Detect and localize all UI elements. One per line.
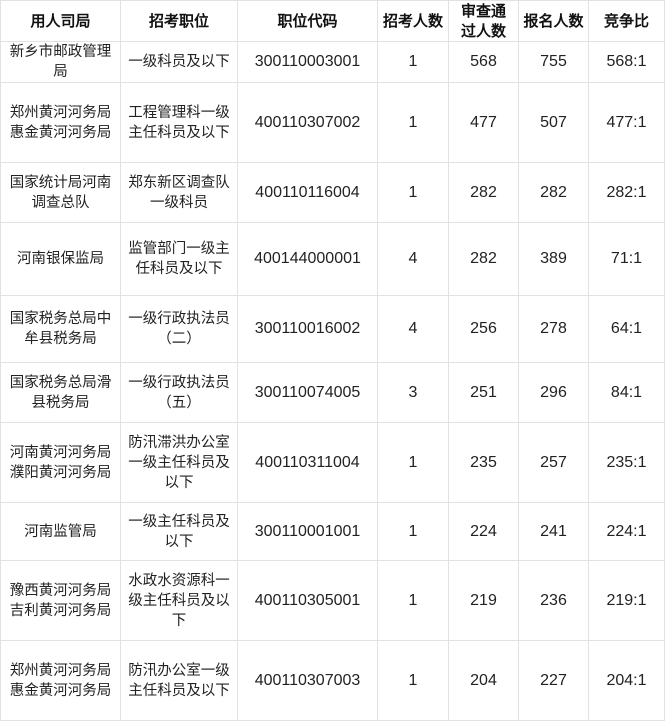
cell-applied: 257 [518, 422, 589, 503]
header-applied: 报名人数 [518, 0, 589, 42]
cell-code: 400110305001 [237, 560, 378, 641]
cell-quota: 1 [377, 560, 449, 641]
cell-position: 防汛办公室一级主任科员及以下 [120, 640, 238, 721]
cell-dept: 国家税务总局滑县税务局 [0, 362, 121, 423]
header-row: 用人司局 招考职位 职位代码 招考人数 审查通过人数 报名人数 竞争比 [0, 0, 665, 42]
cell-ratio: 235:1 [588, 422, 665, 503]
table-row: 河南银保监局 监管部门一级主任科员及以下 400144000001 4 282 389 71… [0, 222, 665, 296]
table-row: 国家税务总局滑县税务局 一级行政执法员（五） 300110074005 3 251 296… [0, 362, 665, 423]
cell-dept: 豫西黄河河务局吉利黄河河务局 [0, 560, 121, 641]
cell-ratio: 71:1 [588, 222, 665, 296]
cell-applied: 282 [518, 162, 589, 223]
cell-position: 郑东新区调查队一级科员 [120, 162, 238, 223]
cell-ratio: 224:1 [588, 502, 665, 561]
table-row: 国家税务总局中牟县税务局 一级行政执法员（二） 300110016002 4 256 27… [0, 295, 665, 363]
cell-dept: 郑州黄河河务局惠金黄河河务局 [0, 640, 121, 721]
cell-position: 一级主任科员及以下 [120, 502, 238, 561]
cell-dept: 国家统计局河南调查总队 [0, 162, 121, 223]
cell-position: 一级科员及以下 [120, 41, 238, 83]
cell-applied: 278 [518, 295, 589, 363]
cell-passed: 256 [448, 295, 519, 363]
cell-quota: 1 [377, 502, 449, 561]
cell-code: 300110074005 [237, 362, 378, 423]
cell-code: 300110016002 [237, 295, 378, 363]
cell-passed: 251 [448, 362, 519, 423]
header-ratio: 竞争比 [588, 0, 665, 42]
table-row: 国家统计局河南调查总队 郑东新区调查队一级科员 400110116004 1 282 28… [0, 162, 665, 223]
cell-code: 400110116004 [237, 162, 378, 223]
cell-passed: 235 [448, 422, 519, 503]
cell-position: 一级行政执法员（二） [120, 295, 238, 363]
cell-passed: 282 [448, 162, 519, 223]
cell-code: 400110307002 [237, 82, 378, 163]
cell-position: 工程管理科一级主任科员及以下 [120, 82, 238, 163]
cell-applied: 389 [518, 222, 589, 296]
cell-ratio: 282:1 [588, 162, 665, 223]
table-row: 河南黄河河务局濮阳黄河河务局 防汛滞洪办公室一级主任科员及以下 4001103110… [0, 422, 665, 503]
table-row: 豫西黄河河务局吉利黄河河务局 水政水资源科一级主任科员及以下 40011030500… [0, 560, 665, 641]
cell-ratio: 204:1 [588, 640, 665, 721]
cell-ratio: 219:1 [588, 560, 665, 641]
cell-applied: 241 [518, 502, 589, 561]
cell-quota: 1 [377, 422, 449, 503]
cell-quota: 4 [377, 295, 449, 363]
cell-code: 300110003001 [237, 41, 378, 83]
cell-dept: 河南监管局 [0, 502, 121, 561]
cell-quota: 4 [377, 222, 449, 296]
cell-code: 400144000001 [237, 222, 378, 296]
cell-dept: 新乡市邮政管理局 [0, 41, 121, 83]
cell-position: 监管部门一级主任科员及以下 [120, 222, 238, 296]
cell-ratio: 84:1 [588, 362, 665, 423]
cell-passed: 568 [448, 41, 519, 83]
cell-dept: 河南黄河河务局濮阳黄河河务局 [0, 422, 121, 503]
cell-code: 400110311004 [237, 422, 378, 503]
table-row: 郑州黄河河务局惠金黄河河务局 防汛办公室一级主任科员及以下 400110307003… [0, 640, 665, 721]
cell-code: 300110001001 [237, 502, 378, 561]
cell-position: 一级行政执法员（五） [120, 362, 238, 423]
cell-ratio: 477:1 [588, 82, 665, 163]
cell-quota: 1 [377, 640, 449, 721]
header-passed: 审查通过人数 [448, 0, 519, 42]
cell-applied: 755 [518, 41, 589, 83]
cell-ratio: 568:1 [588, 41, 665, 83]
cell-passed: 204 [448, 640, 519, 721]
header-code: 职位代码 [237, 0, 378, 42]
cell-applied: 236 [518, 560, 589, 641]
cell-ratio: 64:1 [588, 295, 665, 363]
cell-passed: 282 [448, 222, 519, 296]
cell-dept: 郑州黄河河务局惠金黄河河务局 [0, 82, 121, 163]
cell-position: 防汛滞洪办公室一级主任科员及以下 [120, 422, 238, 503]
cell-quota: 1 [377, 162, 449, 223]
header-quota: 招考人数 [377, 0, 449, 42]
cell-quota: 1 [377, 41, 449, 83]
cell-applied: 227 [518, 640, 589, 721]
cell-passed: 219 [448, 560, 519, 641]
table-row: 郑州黄河河务局惠金黄河河务局 工程管理科一级主任科员及以下 400110307002… [0, 82, 665, 163]
table-row: 新乡市邮政管理局 一级科员及以下 300110003001 1 568 755 568:1 [0, 41, 665, 83]
cell-applied: 296 [518, 362, 589, 423]
cell-code: 400110307003 [237, 640, 378, 721]
cell-applied: 507 [518, 82, 589, 163]
header-position: 招考职位 [120, 0, 238, 42]
cell-quota: 3 [377, 362, 449, 423]
header-dept: 用人司局 [0, 0, 121, 42]
cell-position: 水政水资源科一级主任科员及以下 [120, 560, 238, 641]
cell-passed: 477 [448, 82, 519, 163]
cell-dept: 河南银保监局 [0, 222, 121, 296]
cell-dept: 国家税务总局中牟县税务局 [0, 295, 121, 363]
cell-passed: 224 [448, 502, 519, 561]
table-row: 河南监管局 一级主任科员及以下 300110001001 1 224 241 224:1 [0, 502, 665, 561]
cell-quota: 1 [377, 82, 449, 163]
